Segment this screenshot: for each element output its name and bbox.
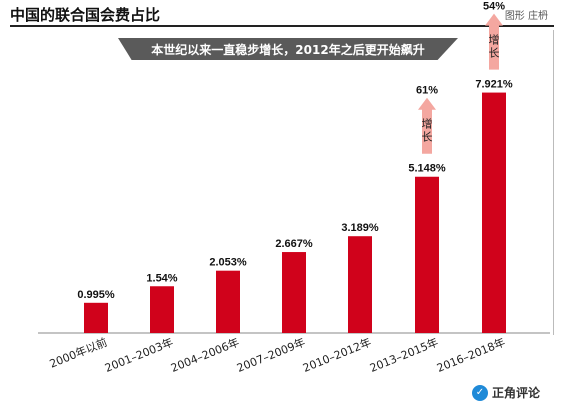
chart-title: 中国的联合国会费占比 [10, 6, 161, 24]
x-tick-label-3: 2007–2009年 [235, 335, 307, 375]
chart-subtitle: 本世纪以来一直稳步增长，2012年之后更开始飙升 [151, 42, 425, 57]
x-tick-label-1: 2001–2003年 [103, 335, 175, 375]
bar-value-label-3: 2.667% [275, 238, 313, 250]
watermark-icon: ✓ [472, 384, 488, 401]
bar-2 [216, 270, 240, 333]
x-tick-label-5: 2013–2015年 [368, 335, 440, 375]
growth-text-0-0: 增 [422, 117, 433, 131]
bar-value-label-2: 2.053% [209, 257, 247, 269]
growth-arrow-1 [485, 13, 503, 70]
watermark-logo: ✓ 正角评论 [472, 384, 540, 401]
subtitle-banner: 本世纪以来一直稳步增长，2012年之后更开始飙升 [118, 38, 458, 60]
x-tick-label-0: 2000年以前 [47, 335, 109, 371]
bar-6 [482, 92, 506, 333]
bar-value-label-4: 3.189% [341, 222, 379, 234]
growth-text-0-1: 长 [422, 131, 433, 144]
growth-text-1-0: 增 [489, 33, 500, 47]
bar-5 [415, 176, 439, 333]
growth-percent-label-1: 54% [483, 1, 505, 13]
bar-4 [348, 236, 372, 333]
title-rule [10, 25, 554, 27]
bar-value-label-1: 1.54% [146, 272, 177, 284]
bar-value-label-0: 0.995% [77, 289, 115, 301]
bar-1 [150, 286, 174, 333]
x-tick-label-2: 2004–2006年 [169, 335, 241, 375]
growth-arrow-0 [418, 97, 436, 154]
growth-percent-label-0: 61% [416, 85, 438, 97]
bar-value-label-6: 7.921% [475, 79, 513, 91]
watermark-text: 正角评论 [492, 386, 541, 400]
chart-credit: 图形 庄枬 [504, 11, 548, 22]
bar-3 [282, 252, 306, 333]
growth-text-1-1: 长 [489, 47, 500, 60]
frame-rule [553, 30, 554, 335]
bar-0 [84, 302, 108, 333]
x-tick-label-6: 2016–2018年 [435, 335, 507, 375]
bar-value-label-5: 5.148% [408, 163, 446, 175]
x-tick-label-4: 2010–2012年 [301, 335, 373, 375]
